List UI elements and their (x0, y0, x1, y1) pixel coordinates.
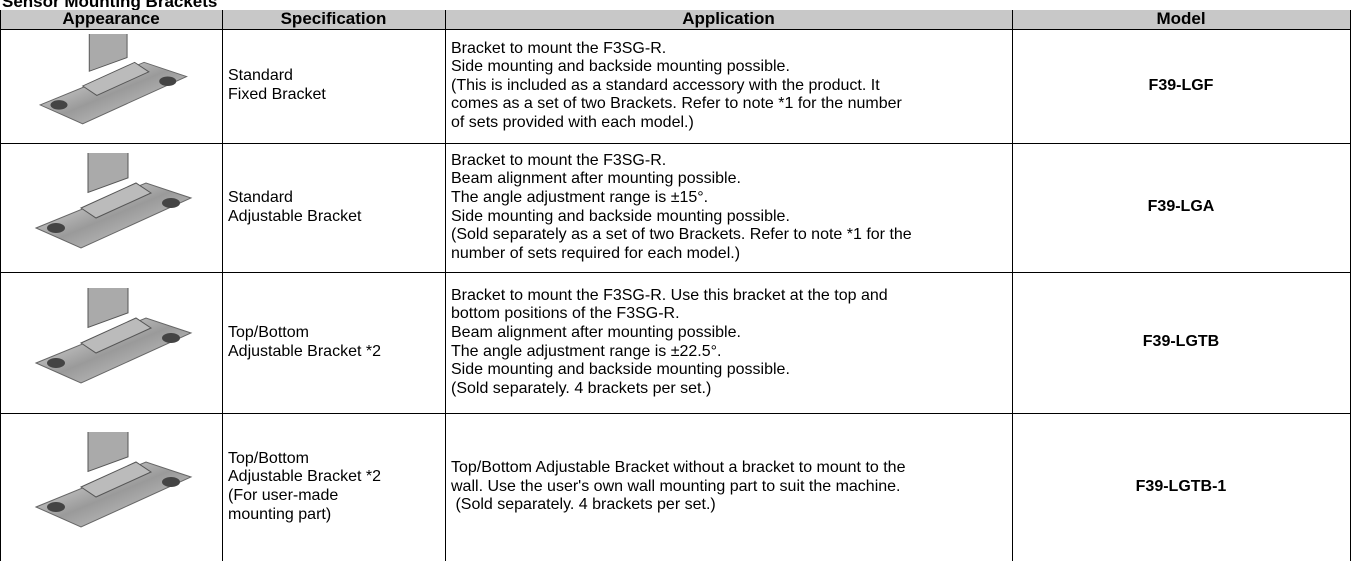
application-line: Side mounting and backside mounting poss… (451, 361, 790, 379)
spec-line: Adjustable Bracket (228, 207, 362, 225)
spec-line: Adjustable Bracket *2 (228, 342, 381, 360)
application-line: The angle adjustment range is ±22.5°. (451, 342, 722, 360)
model-cell: F39-LGTB (1142, 333, 1220, 351)
section-title: Sensor Mounting Brackets (2, 0, 218, 11)
spec-line: Top/Bottom (228, 323, 309, 341)
appearance-cell (0, 272, 222, 413)
spec-line: mounting part) (228, 505, 332, 523)
bracket-photo (38, 34, 188, 125)
bracket-photo (34, 287, 193, 384)
application-cell: Top/Bottom Adjustable Bracket without a … (445, 413, 1012, 561)
column-header: Specification (222, 9, 445, 29)
column-border (1012, 10, 1013, 561)
column-border (222, 10, 223, 561)
bracket-photo (34, 432, 193, 528)
model-cell: F39-LGTB-1 (1135, 477, 1227, 495)
application-line: The angle adjustment range is ±15°. (451, 188, 709, 206)
bracket-photo (34, 152, 193, 249)
application-cell: Bracket to mount the F3SG-R. Beam alignme… (445, 143, 1012, 272)
appearance-cell (0, 143, 222, 272)
row-border (0, 143, 1350, 144)
application-line: (Sold separately. 4 brackets per set.) (451, 379, 712, 397)
column-header: Model (1012, 9, 1350, 29)
application-cell: Bracket to mount the F3SG-R. Side mountin… (445, 29, 1012, 143)
column-header: Application (445, 9, 1012, 29)
appearance-cell (0, 29, 222, 143)
application-line: Bracket to mount the F3SG-R. Use this br… (451, 286, 888, 304)
application-line: bottom positions of the F3SG-R. (451, 305, 680, 323)
application-line: Bracket to mount the F3SG-R. (451, 151, 667, 169)
spec-line: Adjustable Bracket *2 (228, 468, 381, 486)
model-cell: F39-LGA (1147, 198, 1215, 216)
spec-line: Standard (228, 67, 293, 85)
row-border (0, 272, 1350, 273)
application-line: Side mounting and backside mounting poss… (451, 207, 790, 225)
column-border (1350, 10, 1351, 561)
application-line: Side mounting and backside mounting poss… (451, 58, 790, 76)
application-line: number of sets required for each model.) (451, 244, 741, 262)
model-cell: F39-LGF (1148, 76, 1214, 94)
application-line: of sets provided with each model.) (451, 113, 694, 131)
column-border (445, 10, 446, 561)
spec-line: Standard (228, 188, 293, 206)
application-line: Bracket to mount the F3SG-R. (451, 39, 667, 57)
spec-line: Fixed Bracket (228, 86, 326, 103)
application-line: Beam alignment after mounting possible. (451, 170, 741, 188)
application-line: (Sold separately. 4 brackets per set.) (451, 496, 716, 514)
specification-cell: Standard Fixed Bracket (222, 29, 445, 143)
row-border (0, 29, 1350, 30)
application-line: comes as a set of two Brackets. Refer to… (451, 95, 902, 113)
application-line: Top/Bottom Adjustable Bracket without a … (451, 459, 906, 477)
spec-line: Top/Bottom (228, 449, 309, 467)
specification-cell: Standard Adjustable Bracket (222, 143, 445, 272)
application-line: wall. Use the user's own wall mounting p… (451, 477, 901, 495)
application-line: (This is included as a standard accessor… (451, 76, 880, 94)
specification-cell: Top/Bottom Adjustable Bracket *2 (222, 272, 445, 413)
row-border (0, 413, 1350, 414)
specification-cell: Top/Bottom Adjustable Bracket *2 (For user… (222, 413, 445, 561)
column-border (0, 10, 1, 561)
application-line: Beam alignment after mounting possible. (451, 323, 741, 341)
appearance-cell (0, 413, 222, 561)
application-line: (Sold separately as a set of two Bracket… (451, 226, 912, 244)
application-cell: Bracket to mount the F3SG-R. Use this br… (445, 272, 1012, 413)
spec-line: (For user-made (228, 487, 339, 504)
column-header: Appearance (0, 9, 222, 29)
